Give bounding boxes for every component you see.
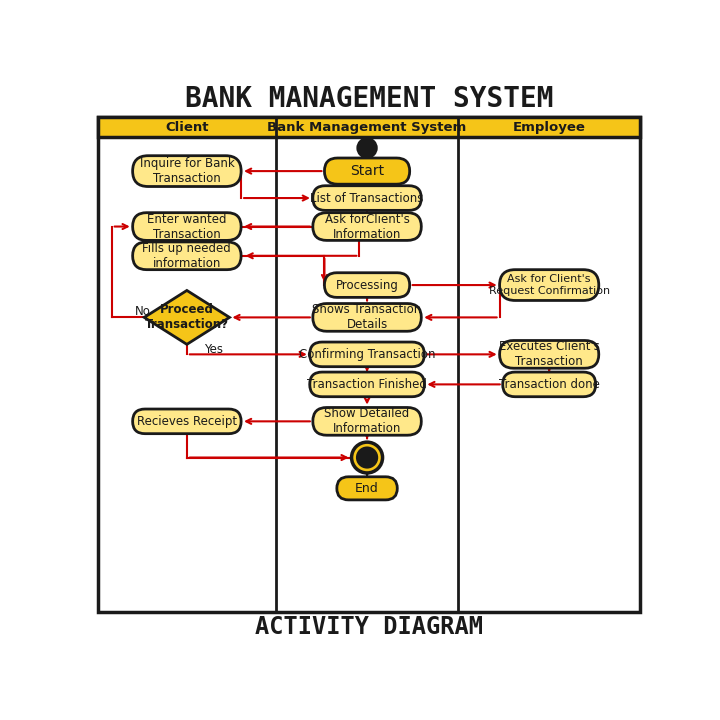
Text: Bank Management System: Bank Management System [267,121,467,134]
Polygon shape [98,117,640,138]
FancyBboxPatch shape [310,372,424,397]
FancyBboxPatch shape [325,273,410,297]
FancyBboxPatch shape [312,186,421,210]
Text: Inquire for Bank
Transaction: Inquire for Bank Transaction [140,157,234,185]
FancyBboxPatch shape [325,158,410,184]
FancyBboxPatch shape [132,409,241,433]
FancyBboxPatch shape [500,270,599,300]
Text: Ask forClient's
Information: Ask forClient's Information [325,212,410,240]
Polygon shape [144,290,230,344]
Circle shape [357,448,377,467]
Text: Executes Client's
Transaction: Executes Client's Transaction [499,341,600,369]
Text: Show Detailed
Information: Show Detailed Information [325,408,410,436]
Text: Transaction Finished: Transaction Finished [307,378,427,391]
Text: Confirming Transaction: Confirming Transaction [299,348,436,361]
Text: Shows Transaction
Details: Shows Transaction Details [312,303,422,331]
FancyBboxPatch shape [312,212,421,240]
FancyBboxPatch shape [312,304,421,331]
FancyBboxPatch shape [310,342,424,366]
FancyBboxPatch shape [132,242,241,270]
Text: Transaction done: Transaction done [499,378,600,391]
FancyBboxPatch shape [337,477,397,500]
FancyBboxPatch shape [132,212,241,240]
Text: No: No [135,305,150,318]
Circle shape [358,139,377,157]
Text: BANK MANAGEMENT SYSTEM: BANK MANAGEMENT SYSTEM [185,86,553,114]
Text: Enter wanted
Transaction: Enter wanted Transaction [147,212,227,240]
Text: ACTIVITY DIAGRAM: ACTIVITY DIAGRAM [255,615,483,639]
Text: Processing: Processing [336,279,398,292]
Text: Proceed
Transaction?: Proceed Transaction? [145,303,229,331]
Text: Recieves Receipt: Recieves Receipt [137,415,237,428]
FancyBboxPatch shape [500,341,599,368]
Circle shape [351,442,382,473]
Text: Start: Start [350,164,384,178]
Text: Fills up needed
information: Fills up needed information [143,242,231,270]
Text: End: End [355,482,379,495]
Text: Ask for Client's
Request Confirmation: Ask for Client's Request Confirmation [489,274,610,296]
Text: List of Transactions: List of Transactions [310,192,424,204]
Text: Employee: Employee [513,121,585,134]
Text: Client: Client [165,121,209,134]
Text: Yes: Yes [204,343,223,356]
FancyBboxPatch shape [503,372,595,397]
FancyBboxPatch shape [132,156,241,186]
FancyBboxPatch shape [312,408,421,435]
